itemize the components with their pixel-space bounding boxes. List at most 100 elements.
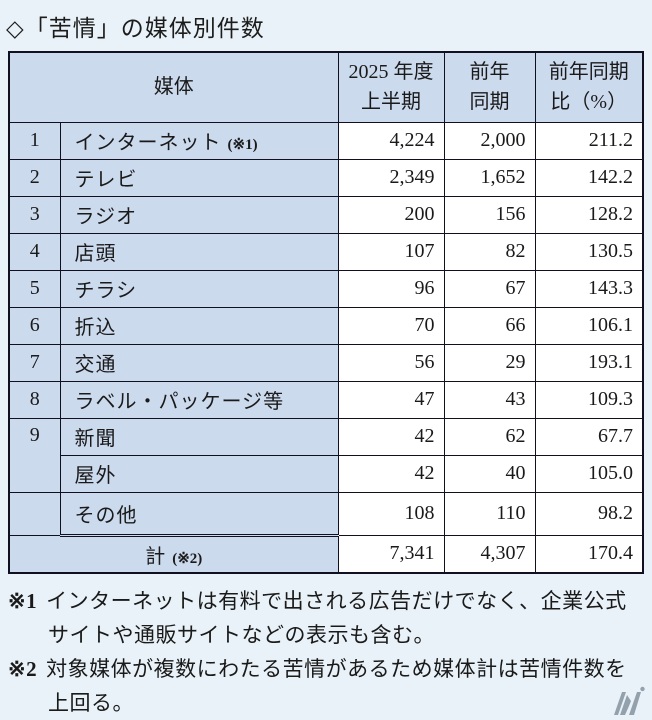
total-label-cell: 計 (※2) [8,534,339,574]
media-label: ラジオ [74,206,138,228]
media-footnote-ref: (※1) [227,137,258,153]
footnote-1-marker: ※1 [8,589,38,613]
value-2025: 70 [337,306,445,345]
footnote-2-marker: ※2 [8,657,38,681]
media-label: 新聞 [74,428,117,450]
rank-cell-merged-9: 9 [8,417,61,493]
media-cell: チラシ [59,269,339,308]
table-row: 1 インターネット (※1) 4,224 2,000 211.2 [8,121,644,160]
media-cell: 折込 [59,306,339,345]
value-ratio: 105.0 [534,454,644,493]
m-logo-left-stroke [614,692,626,715]
rank-cell: 5 [8,269,61,308]
media-label: 交通 [74,354,117,376]
page-title: ◇「苦情」の媒体別件数 [6,16,265,41]
value-prev: 29 [443,343,536,382]
media-cell: 店頭 [59,232,339,271]
footnote-1-text: インターネットは有料で出される広告だけでなく、企業公式 [46,589,627,613]
media-label: チラシ [74,280,138,302]
value-prev: 82 [443,232,536,271]
value-prev: 40 [443,454,536,493]
value-prev: 156 [443,195,536,234]
table-header-row: 媒体 2025 年度 上半期 前年 同期 前年同期 比（%） [8,51,644,123]
value-prev: 110 [443,491,536,536]
table-row: 6 折込 70 66 106.1 [8,306,644,345]
table-row: 3 ラジオ 200 156 128.2 [8,195,644,234]
m-logo-right-stroke [629,692,641,715]
media-cell: インターネット (※1) [59,121,339,160]
header-2025-h1-line1: 2025 年度 [348,61,434,84]
value-2025: 200 [337,195,445,234]
rank-cell: 7 [8,343,61,382]
header-yoy-ratio: 前年同期 比（%） [534,51,644,123]
table-row: 屋外 42 40 105.0 [9,454,644,493]
value-ratio: 130.5 [534,232,644,271]
value-ratio: 193.1 [534,343,644,382]
value-ratio: 67.7 [534,417,644,456]
value-prev: 67 [443,269,536,308]
m-logo-middle-stroke [620,695,631,715]
value-ratio: 106.1 [534,306,644,345]
complaints-by-media-table: 媒体 2025 年度 上半期 前年 同期 前年同期 比（%） 1 インターネット… [8,51,644,574]
header-media-label: 媒体 [153,76,194,99]
media-label: テレビ [74,169,138,191]
value-2025: 96 [337,269,445,308]
table-row: 8 ラベル・パッケージ等 47 43 109.3 [8,380,644,419]
value-2025: 56 [337,343,445,382]
table-row: 5 チラシ 96 67 143.3 [8,269,644,308]
table-row: 9 新聞 42 62 67.7 [8,417,644,493]
table-row: その他 108 110 98.2 [8,491,644,537]
footnote-1-line-1: ※1 インターネットは有料で出される広告だけでなく、企業公式 [8,584,652,618]
media-label: 屋外 [74,465,117,487]
header-2025-h1: 2025 年度 上半期 [337,51,445,123]
m-logo [614,686,645,715]
rank-cell: 6 [8,306,61,345]
header-prev-year-line1: 前年 [469,61,510,84]
media-cell: テレビ [59,158,339,197]
media-label: ラベル・パッケージ等 [74,391,285,413]
table-row: 2 テレビ 2,349 1,652 142.2 [8,158,644,197]
value-prev: 1,652 [443,158,536,197]
media-label: 店頭 [74,243,117,265]
footnote-2-line-2: 上回る。 [48,691,134,715]
table-row: 4 店頭 107 82 130.5 [8,232,644,271]
value-2025: 107 [337,232,445,271]
header-2025-h1-line2: 上半期 [361,91,421,114]
header-yoy-ratio-line2: 比（%） [550,91,628,114]
value-ratio: 143.3 [534,269,644,308]
value-prev: 66 [443,306,536,345]
value-prev: 62 [443,417,536,456]
rank-cell: 4 [8,232,61,271]
m-logo-dot [640,686,645,692]
value-2025: 42 [337,454,445,493]
value-2025: 42 [337,417,445,456]
media-label: 折込 [74,317,117,339]
media-cell: 屋外 [59,454,339,493]
value-2025: 108 [337,491,445,536]
footnote-2-line-1: ※2 対象媒体が複数にわたる苦情があるため媒体計は苦情件数を [8,652,652,686]
header-prev-year-line2: 同期 [469,91,510,114]
rank-cell: 3 [8,195,61,234]
media-cell: ラジオ [59,195,339,234]
table-row: 7 交通 56 29 193.1 [8,343,644,382]
total-value-ratio: 170.4 [534,534,644,574]
value-2025: 47 [337,380,445,419]
media-label: その他 [74,504,138,527]
total-row: 計 (※2) 7,341 4,307 170.4 [8,534,644,574]
media-cell: 交通 [59,343,339,382]
value-2025: 2,349 [337,158,445,197]
value-2025: 4,224 [337,121,445,160]
footnote-1-line-2: サイトや通販サイトなどの表示も含む。 [48,623,435,647]
media-cell: その他 [59,491,339,537]
rank-cell: 1 [8,121,61,160]
media-cell: 新聞 [59,417,339,456]
value-prev: 2,000 [443,121,536,160]
rank-cell: 2 [8,158,61,197]
footnote-2-text: 対象媒体が複数にわたる苦情があるため媒体計は苦情件数を [46,657,627,681]
total-footnote-ref: (※2) [172,550,203,567]
value-ratio: 211.2 [534,121,644,160]
value-prev: 43 [443,380,536,419]
total-label: 計 [145,545,167,568]
rank-cell [8,491,61,536]
media-label: インターネット [74,132,222,154]
